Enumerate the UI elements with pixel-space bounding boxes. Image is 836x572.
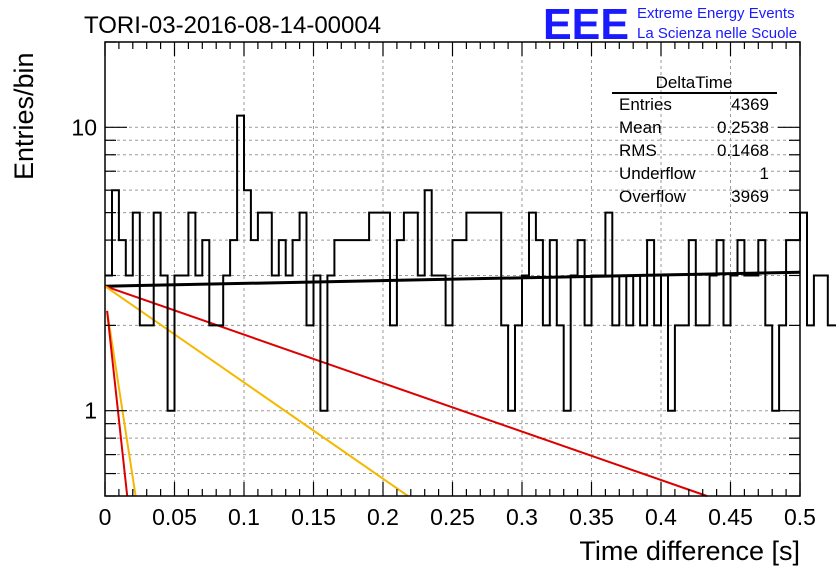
stats-value-mean: 0.2538	[717, 118, 769, 137]
x-tick-label: 0.05	[152, 504, 197, 530]
axes: 0 0.05 0.1 0.15 0.2 0.25 0.3 0.35 0.4 0.45 0.5 1 10	[71, 41, 816, 530]
stats-value-overflow: 3969	[731, 187, 769, 206]
decay-curve-yellow	[104, 285, 409, 497]
run-title: TORI-03-2016-08-14-00004	[84, 12, 381, 39]
logo-line-2: La Scienza nelle Scuole	[637, 25, 797, 42]
stats-label-rms: RMS	[619, 141, 657, 160]
x-tick-label: 0.2	[367, 504, 399, 530]
x-tick-label: 0	[99, 504, 112, 530]
grid	[105, 42, 800, 496]
x-axis-title: Time difference [s]	[579, 536, 800, 566]
logo-line-1: Extreme Energy Events	[637, 5, 795, 22]
eee-logo: EEE	[543, 0, 629, 49]
decay-curve-red	[106, 310, 129, 497]
stats-label-entries: Entries	[619, 95, 672, 114]
stats-value-entries: 4369	[731, 95, 769, 114]
stats-label-overflow: Overflow	[619, 187, 687, 206]
stats-value-rms: 0.1468	[717, 141, 769, 160]
x-tick-label: 0.1	[228, 504, 260, 530]
y-axis-title: Entries/bin	[9, 52, 39, 180]
x-tick-label: 0.45	[708, 504, 753, 530]
stats-label-mean: Mean	[619, 118, 662, 137]
stats-label-underflow: Underflow	[619, 164, 696, 183]
x-tick-label: 0.5	[784, 504, 816, 530]
x-tick-label: 0.3	[506, 504, 538, 530]
y-tick-label: 1	[84, 398, 97, 424]
x-tick-label: 0.35	[569, 504, 614, 530]
decay-curve-red	[104, 285, 708, 497]
stats-value-underflow: 1	[760, 164, 769, 183]
stats-title: DeltaTime	[656, 73, 733, 92]
x-tick-label: 0.15	[291, 504, 336, 530]
x-tick-label: 0.25	[430, 504, 475, 530]
decay-curve-yellow	[106, 310, 137, 497]
stats-box: DeltaTime Entries 4369 Mean 0.2538 RMS 0…	[612, 73, 777, 206]
x-tick-label: 0.4	[645, 504, 677, 530]
y-tick-label: 10	[71, 114, 97, 140]
